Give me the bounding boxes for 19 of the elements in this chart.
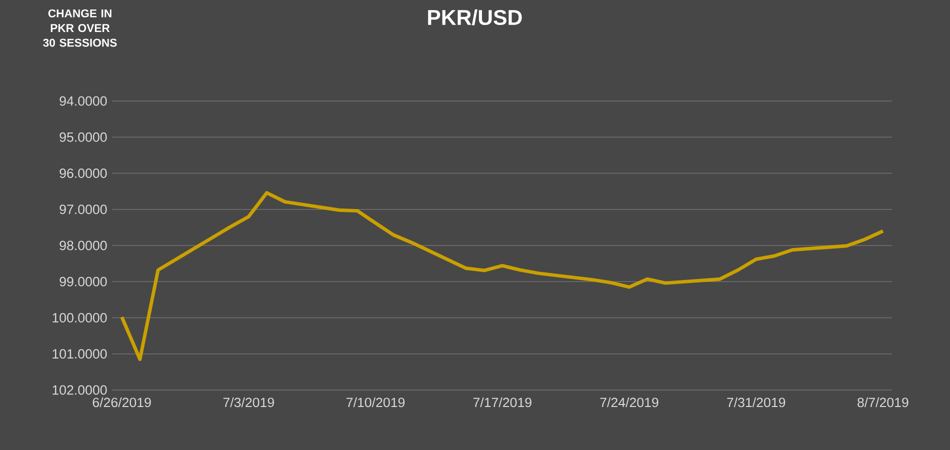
x-tick-label: 7/10/2019 [346,397,405,408]
x-tick-label: 7/31/2019 [727,397,786,408]
x-tick-label: 6/26/2019 [92,397,151,408]
y-tick-label: 99.0000 [60,276,107,286]
y-tick-label: 101.0000 [52,349,107,359]
y-tick-label: 98.0000 [60,240,107,250]
chart-title: PKR/USD [428,9,522,26]
y-axis-title: CHANGE IN PKR OVER 30 SESSIONS [43,9,117,47]
y-tick-label: 100.0000 [52,313,107,322]
x-tick-label: 7/24/2019 [600,397,658,408]
x-tick-label: 7/17/2019 [473,397,532,408]
x-tick-label: 8/7/2019 [858,397,908,408]
y-tick-label: 95.0000 [60,132,107,142]
y-tick-label: 94.0000 [60,96,107,106]
y-tick-label: 102.0000 [52,385,107,395]
line-series [120,191,885,362]
x-tick-label: 7/3/2019 [223,397,274,408]
y-tick-label: 97.0000 [60,204,107,214]
y-tick-label: 96.0000 [60,168,107,178]
